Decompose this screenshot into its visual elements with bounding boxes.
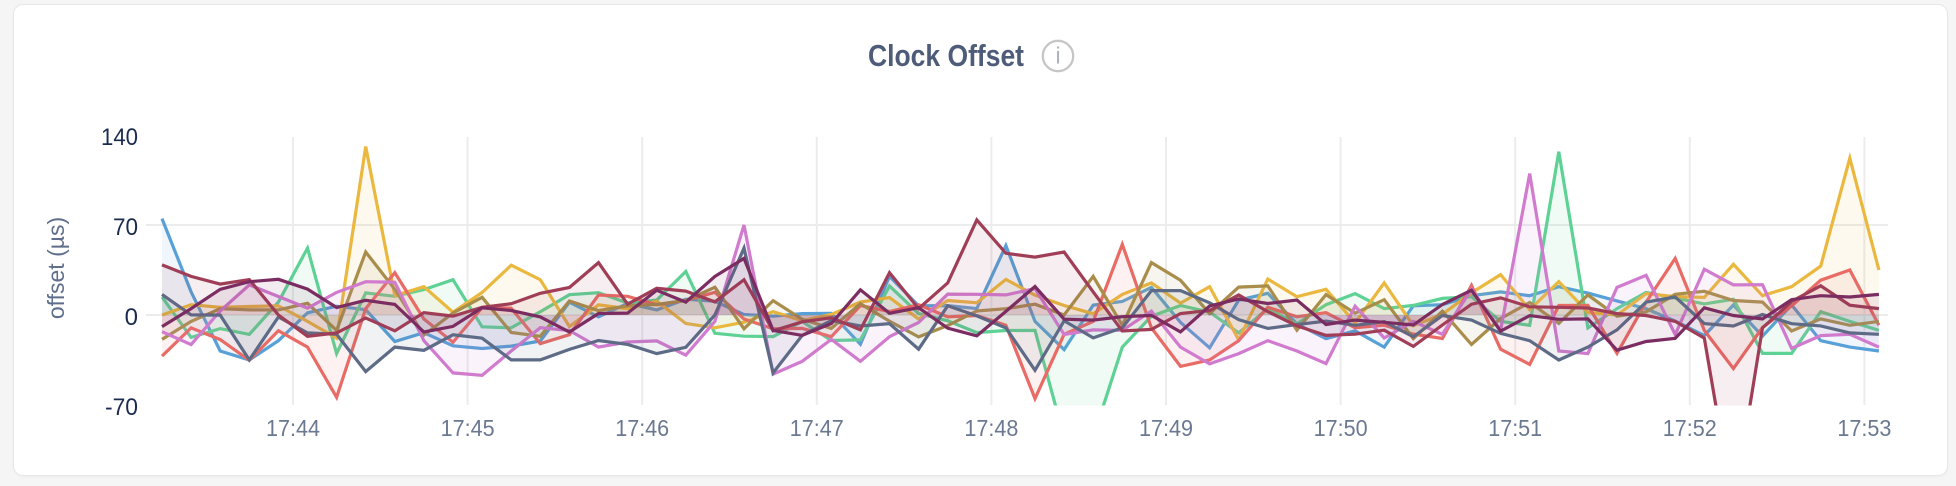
svg-text:17:53: 17:53: [1837, 415, 1891, 441]
svg-text:17:46: 17:46: [615, 415, 669, 441]
svg-text:17:48: 17:48: [964, 415, 1018, 441]
svg-text:17:49: 17:49: [1139, 415, 1193, 441]
svg-text:-70: -70: [105, 394, 138, 421]
svg-text:17:52: 17:52: [1663, 415, 1717, 441]
svg-text:17:47: 17:47: [790, 415, 844, 441]
svg-text:70: 70: [113, 214, 138, 241]
svg-text:offset (µs): offset (µs): [43, 217, 69, 319]
svg-text:140: 140: [101, 124, 138, 151]
svg-text:Clock Offset: Clock Offset: [868, 38, 1024, 73]
svg-text:17:51: 17:51: [1488, 415, 1542, 441]
svg-text:17:45: 17:45: [441, 415, 495, 441]
svg-text:17:50: 17:50: [1314, 415, 1368, 441]
svg-text:0: 0: [125, 304, 138, 331]
svg-text:i: i: [1055, 43, 1060, 69]
svg-text:17:44: 17:44: [266, 415, 320, 441]
